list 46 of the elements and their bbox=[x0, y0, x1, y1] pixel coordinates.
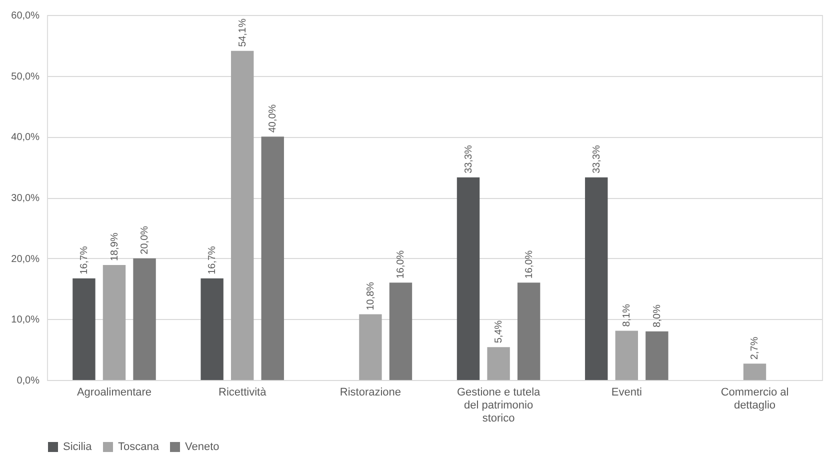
bar bbox=[646, 331, 668, 380]
bar bbox=[261, 136, 284, 380]
data-label: 20,0% bbox=[140, 226, 151, 254]
data-label: 16,0% bbox=[524, 250, 535, 279]
data-label: 8,0% bbox=[652, 304, 663, 328]
data-label: 33,3% bbox=[591, 144, 602, 174]
bar bbox=[359, 314, 382, 380]
x-tick-label: Gestione e tutela del patrimonio storico bbox=[456, 386, 542, 424]
bar bbox=[487, 347, 510, 380]
data-label: 5,4% bbox=[494, 320, 505, 344]
y-tick-label: 40,0% bbox=[11, 132, 40, 144]
data-label: 33,3% bbox=[463, 144, 474, 174]
bar bbox=[102, 265, 126, 380]
y-tick-label: 20,0% bbox=[11, 254, 40, 265]
data-label: 40,0% bbox=[268, 104, 279, 133]
bar bbox=[456, 177, 480, 380]
y-tick-label: 0,0% bbox=[16, 376, 40, 386]
x-tick-label: Ricettività bbox=[218, 386, 268, 398]
bar bbox=[72, 278, 96, 380]
legend-label: Veneto bbox=[185, 441, 220, 453]
bar bbox=[743, 364, 766, 380]
data-label: 16,7% bbox=[78, 246, 90, 274]
bar bbox=[615, 330, 638, 380]
data-label: 8,1% bbox=[622, 304, 633, 327]
y-tick-label: 50,0% bbox=[11, 71, 40, 82]
legend-label: Sicilia bbox=[63, 441, 93, 453]
legend-label: Toscana bbox=[118, 441, 160, 453]
bar bbox=[389, 282, 412, 380]
data-label: 18,9% bbox=[109, 232, 120, 262]
bar bbox=[585, 177, 608, 380]
x-tick-label: Ristorazione bbox=[340, 386, 402, 398]
data-label: 16,0% bbox=[396, 250, 407, 279]
data-label: 16,7% bbox=[207, 246, 218, 274]
x-tick-label: Eventi bbox=[611, 386, 642, 398]
data-label: 2,7% bbox=[750, 336, 761, 360]
x-tick-label: Agroalimentare bbox=[76, 386, 152, 398]
y-tick-label: 30,0% bbox=[11, 193, 40, 204]
bar bbox=[200, 278, 224, 380]
bar bbox=[133, 258, 156, 380]
data-label: 54,1% bbox=[237, 18, 248, 47]
bar bbox=[517, 282, 540, 380]
data-label: 10,8% bbox=[365, 282, 376, 310]
bar bbox=[230, 50, 254, 380]
y-tick-label: 60,0% bbox=[11, 10, 40, 22]
x-tick-label: Commercio al dettaglio bbox=[720, 386, 789, 412]
y-tick-label: 10,0% bbox=[11, 314, 40, 326]
